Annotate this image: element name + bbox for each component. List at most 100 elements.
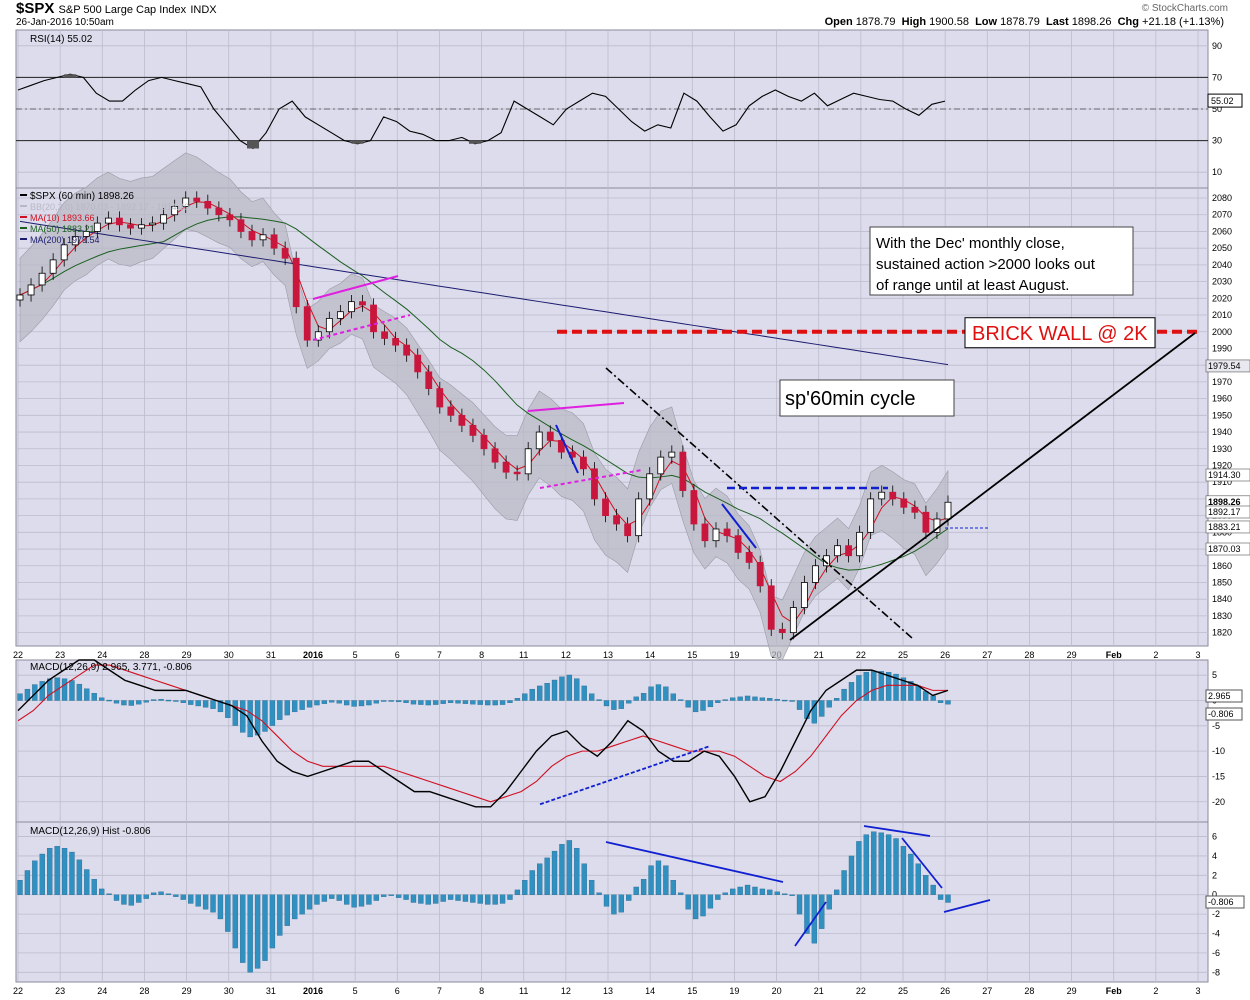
macd-hist-bar [848, 682, 855, 701]
x-tick-label: 5 [353, 986, 358, 996]
hist-bar [744, 884, 751, 895]
y-tick-label-macd: -5 [1212, 721, 1220, 731]
hist-bar [247, 894, 253, 973]
price-value-label: 1914.30 [1208, 470, 1241, 480]
macd-hist-bar [373, 700, 380, 704]
x-tick-label: 2 [1153, 986, 1158, 996]
candle [800, 582, 808, 608]
y-tick-label-rsi: 50 [1212, 104, 1222, 114]
x-tick-label: 27 [982, 650, 992, 660]
y-tick-label-price: 1860 [1212, 561, 1232, 571]
macd-hist-bar [403, 700, 409, 703]
macd-hist-bar [425, 700, 431, 706]
hist-bar [470, 894, 476, 903]
x-tick-label: 22 [856, 986, 866, 996]
hist-bar [418, 894, 424, 904]
candle [71, 236, 79, 246]
candle [513, 471, 521, 475]
price-value-tag [1205, 505, 1250, 519]
candle [480, 434, 488, 450]
macd-hist-bar [106, 699, 112, 702]
hist-bar [128, 894, 135, 906]
y-tick-label-price: 1960 [1212, 394, 1232, 404]
candle [745, 551, 753, 563]
hist-bar [796, 894, 803, 915]
macd-hist-bar [225, 700, 231, 718]
macd-hist-bar [514, 698, 521, 701]
hist-bar [848, 855, 855, 895]
candle [403, 344, 411, 356]
macd-hist-bar [819, 700, 825, 717]
hist-bar [410, 894, 417, 903]
candle [845, 545, 852, 557]
macd-hist-bar [165, 699, 172, 702]
macd-hist-bar [915, 685, 921, 701]
candle [723, 528, 731, 537]
hist-bar [165, 893, 172, 895]
x-tick-label: 21 [814, 986, 824, 996]
hist-bar [403, 894, 409, 900]
candle [557, 440, 565, 453]
candle [248, 231, 256, 241]
price-value-label: 1883.21 [1208, 522, 1241, 532]
y-tick-label-hist: 4 [1212, 851, 1217, 861]
hist-bar [106, 893, 112, 895]
hist-bar [425, 894, 431, 905]
hist-bar [507, 894, 513, 900]
macd-hist-bar [767, 698, 773, 701]
hist-bar [395, 894, 402, 898]
macd-title: MACD(12,26,9) 2.965, 3.771, -0.806 [30, 662, 192, 673]
y-tick-label-price: 1970 [1212, 377, 1232, 387]
candle [491, 448, 499, 463]
hist-bar [767, 889, 773, 895]
macd-hist-bar [76, 683, 83, 701]
macd-hist-bar [752, 696, 758, 701]
macd-hist-bar [856, 675, 862, 701]
hist-bar [477, 894, 483, 904]
macd-hist-bar [782, 699, 788, 702]
note-text: With the Dec' monthly close, [876, 235, 1065, 252]
candle [325, 317, 333, 333]
y-tick-label-rsi: 10 [1212, 167, 1222, 177]
macd-hist-bar [893, 673, 899, 701]
ohlc-readout: Open 1878.79 High 1900.58 Low 1878.79 La… [824, 16, 1224, 28]
macd-hist-bar [195, 700, 201, 707]
hist-bar [121, 894, 127, 905]
x-tick-label: 19 [729, 650, 739, 660]
price-legend-entry: BB(20,2.0) 1870.03 - 1892.17 - 1914.30 [30, 202, 189, 212]
candle [370, 304, 377, 333]
candle [646, 473, 654, 500]
y-tick-label-price: 1840 [1212, 594, 1232, 604]
hist-bar [277, 894, 283, 936]
y-tick-label-hist: -6 [1212, 948, 1220, 958]
macd-hist-bar [863, 672, 869, 701]
macd-hist-bar [715, 700, 721, 703]
rsi-value-label: 55.02 [1211, 96, 1234, 106]
macd-hist-bar [663, 686, 669, 701]
hist-divergence-line [863, 825, 931, 837]
macd-hist-bar [180, 700, 186, 703]
hist-bar [225, 894, 231, 932]
hist-bar [91, 879, 97, 895]
candle [867, 498, 875, 533]
price-value-tag [1205, 468, 1250, 482]
candle [812, 565, 819, 583]
chart-header: $SPX S&P 500 Large Cap Index INDX 26-Jan… [0, 0, 1250, 30]
hist-bar [202, 894, 209, 910]
y-tick-label-hist: 6 [1212, 832, 1217, 842]
hist-bar [32, 860, 38, 895]
candle [381, 331, 388, 339]
rsi-value-tag [1207, 93, 1243, 108]
macd-hist-bar [833, 698, 840, 701]
macd-hist-bar [499, 700, 506, 705]
note-box [869, 226, 1134, 296]
price-legend-entry: $SPX (60 min) 1898.26 [30, 191, 134, 202]
x-tick-label: 2 [1153, 650, 1158, 660]
macd-hist-bar [507, 700, 513, 703]
macd-hist-bar [306, 700, 313, 708]
rsi-oversold-fill [468, 140, 481, 144]
macd-hist-bar [529, 688, 535, 701]
hist-bar [529, 870, 535, 895]
macd-hist-bar [321, 700, 328, 704]
y-tick-label-hist: -2 [1212, 909, 1220, 919]
